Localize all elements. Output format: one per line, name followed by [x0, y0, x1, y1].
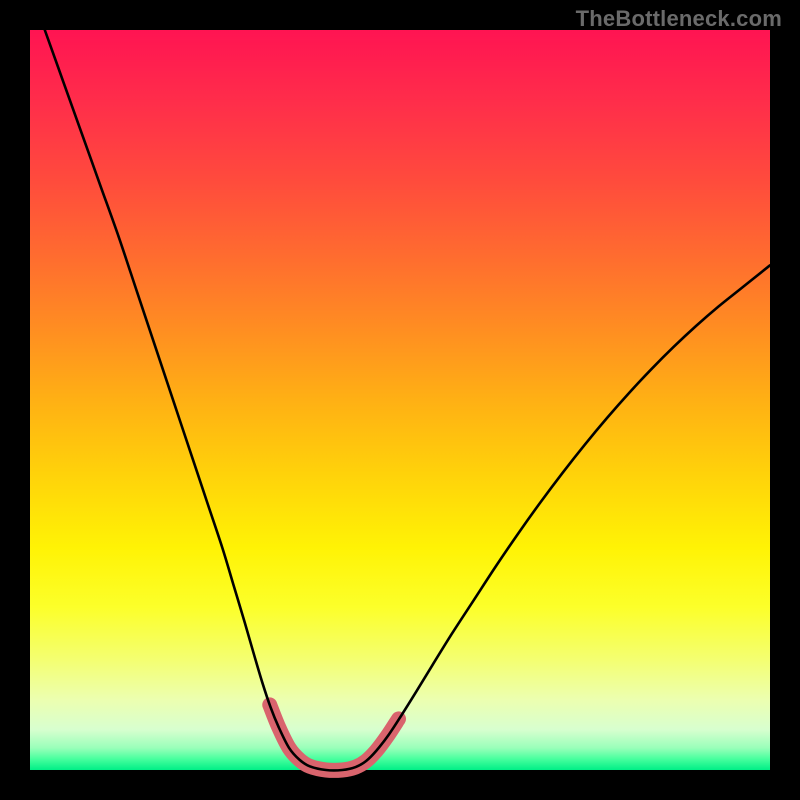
bottleneck-chart	[0, 0, 800, 800]
chart-frame: TheBottleneck.com	[0, 0, 800, 800]
plot-background	[30, 30, 770, 770]
watermark-label: TheBottleneck.com	[576, 6, 782, 32]
